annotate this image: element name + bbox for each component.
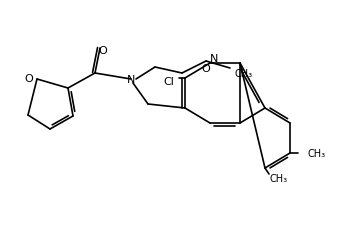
Text: O: O: [25, 74, 34, 84]
Text: N: N: [127, 75, 135, 85]
Text: N: N: [210, 54, 218, 64]
Text: O: O: [202, 64, 210, 74]
Text: CH₃: CH₃: [235, 69, 253, 79]
Text: CH₃: CH₃: [308, 148, 326, 158]
Text: O: O: [99, 46, 107, 56]
Text: Cl: Cl: [164, 77, 174, 87]
Text: CH₃: CH₃: [270, 173, 288, 183]
